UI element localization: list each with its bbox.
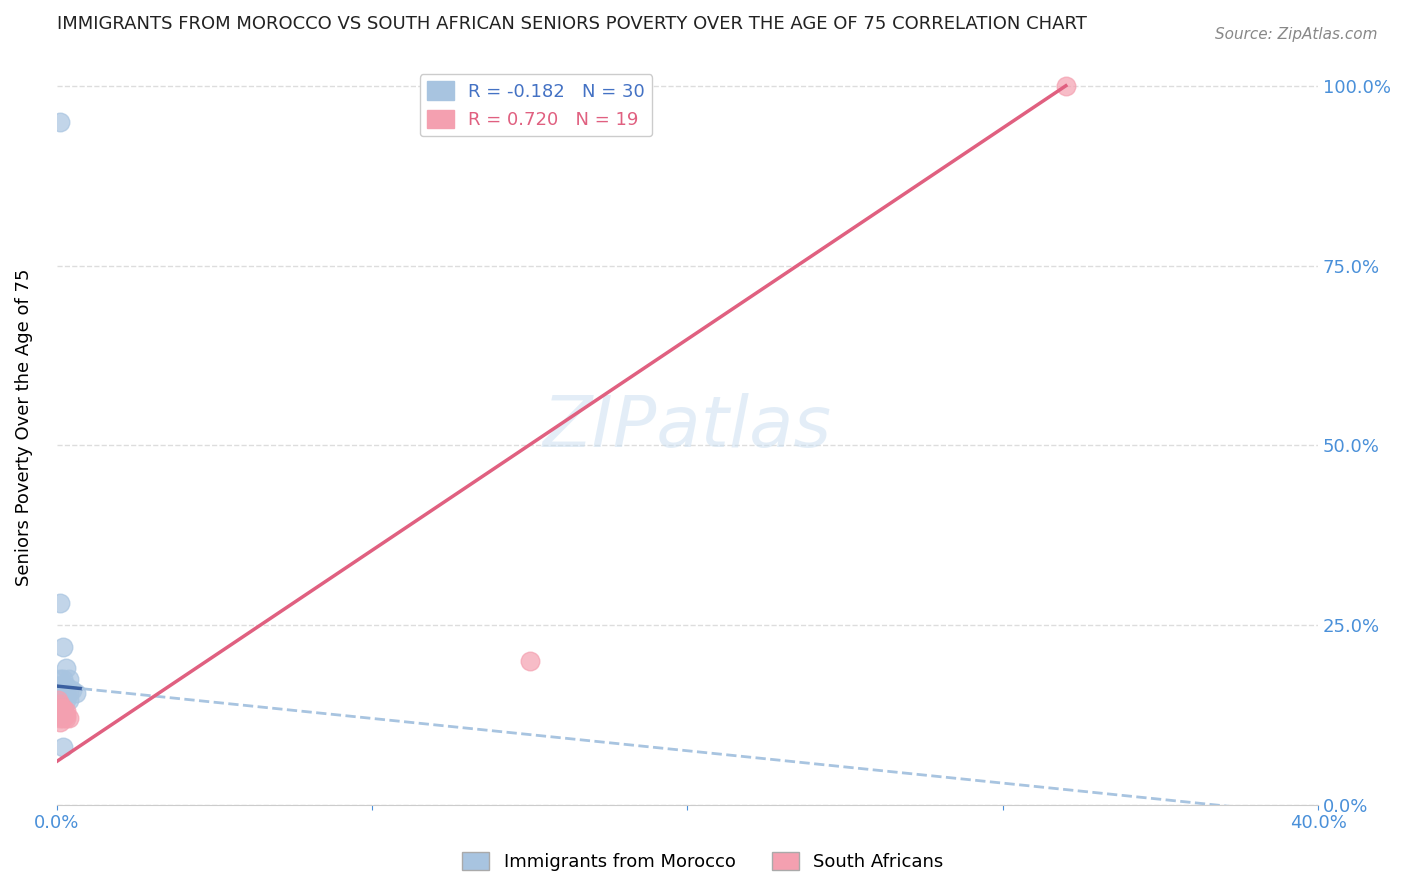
Point — [52, 700, 75, 714]
Point — [58, 686, 80, 700]
Point — [52, 693, 75, 707]
Point — [519, 654, 541, 668]
Text: IMMIGRANTS FROM MOROCCO VS SOUTH AFRICAN SENIORS POVERTY OVER THE AGE OF 75 CORR: IMMIGRANTS FROM MOROCCO VS SOUTH AFRICAN… — [56, 15, 1087, 33]
Point — [55, 693, 77, 707]
Point — [65, 686, 87, 700]
Point — [51, 700, 73, 714]
Point — [49, 672, 72, 686]
Point — [58, 693, 80, 707]
Legend: R = -0.182   N = 30, R = 0.720   N = 19: R = -0.182 N = 30, R = 0.720 N = 19 — [419, 74, 652, 136]
Point — [49, 700, 72, 714]
Point — [58, 672, 80, 686]
Y-axis label: Seniors Poverty Over the Age of 75: Seniors Poverty Over the Age of 75 — [15, 268, 32, 586]
Point — [58, 711, 80, 725]
Point — [55, 711, 77, 725]
Text: Source: ZipAtlas.com: Source: ZipAtlas.com — [1215, 27, 1378, 42]
Point — [49, 693, 72, 707]
Point — [51, 679, 73, 693]
Point — [46, 693, 69, 707]
Point — [51, 686, 73, 700]
Point — [52, 707, 75, 722]
Point — [46, 707, 69, 722]
Point — [60, 682, 83, 697]
Point — [55, 679, 77, 693]
Point — [49, 679, 72, 693]
Point — [46, 693, 69, 707]
Point — [52, 686, 75, 700]
Point — [49, 707, 72, 722]
Point — [52, 640, 75, 654]
Point — [49, 707, 72, 722]
Point — [49, 596, 72, 610]
Point — [49, 714, 72, 729]
Point — [49, 114, 72, 128]
Point — [52, 700, 75, 714]
Point — [52, 704, 75, 718]
Point — [46, 679, 69, 693]
Text: ZIPatlas: ZIPatlas — [543, 392, 832, 462]
Point — [52, 711, 75, 725]
Point — [46, 707, 69, 722]
Point — [49, 711, 72, 725]
Point — [1054, 78, 1077, 93]
Point — [52, 672, 75, 686]
Point — [55, 704, 77, 718]
Point — [55, 661, 77, 675]
Point — [51, 704, 73, 718]
Point — [55, 686, 77, 700]
Point — [46, 700, 69, 714]
Legend: Immigrants from Morocco, South Africans: Immigrants from Morocco, South Africans — [456, 845, 950, 879]
Point — [46, 686, 69, 700]
Point — [52, 740, 75, 755]
Point — [49, 686, 72, 700]
Point — [49, 697, 72, 711]
Point — [55, 707, 77, 722]
Point — [49, 704, 72, 718]
